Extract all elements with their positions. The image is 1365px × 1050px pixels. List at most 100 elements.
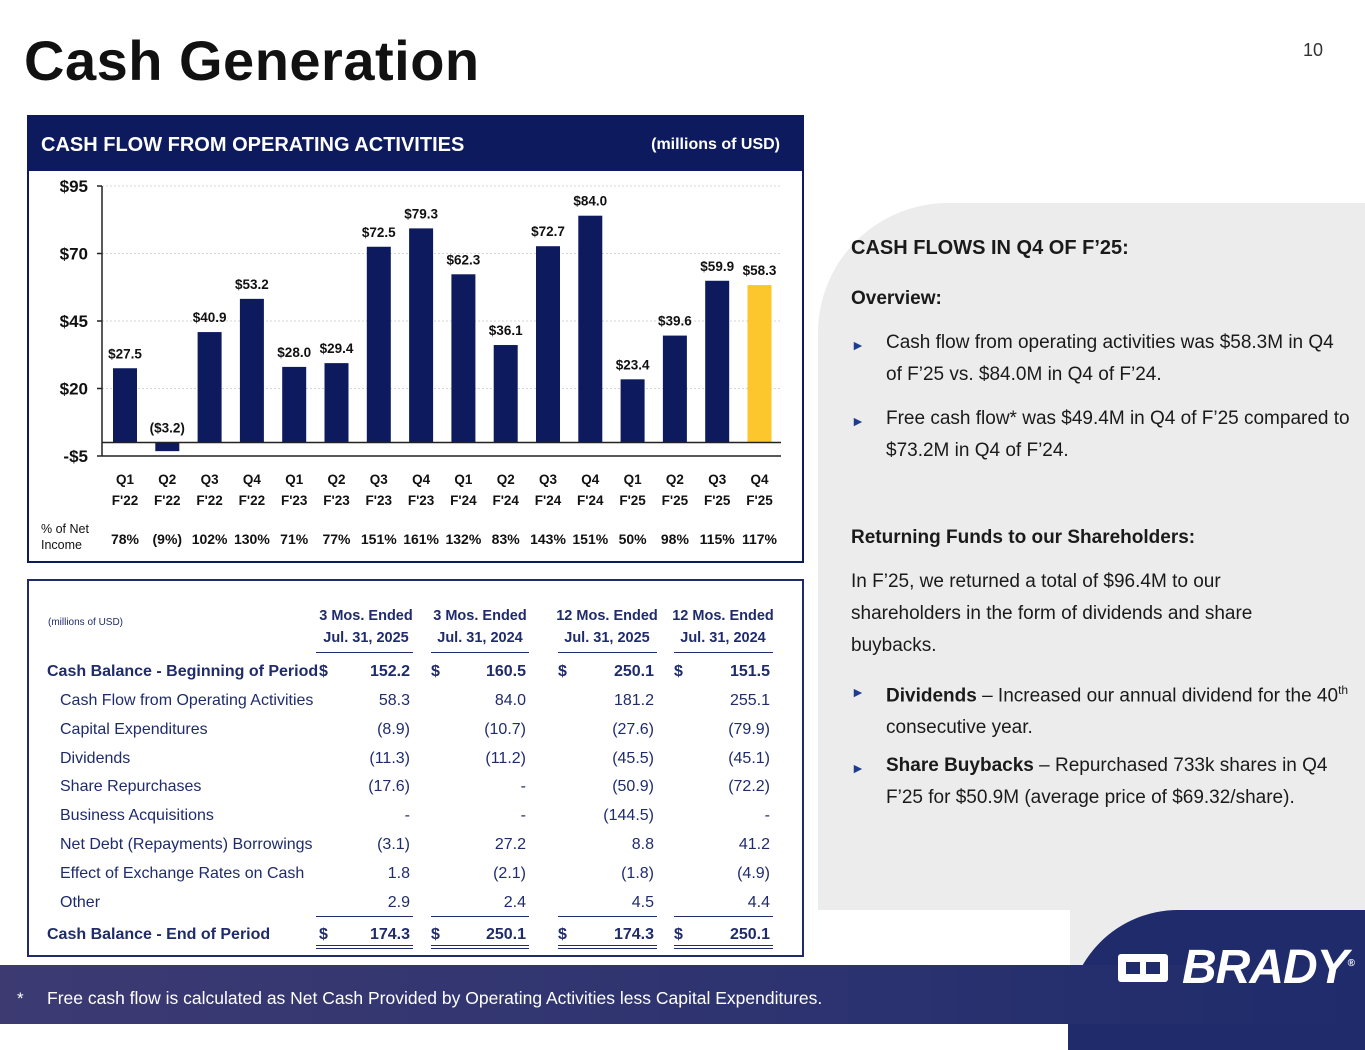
column-header: 12 Mos. Ended Jul. 31, 2025	[547, 605, 667, 649]
category-label: F'25	[662, 493, 689, 508]
table-row: Dividends (11.3) (11.2) (45.5) (45.1)	[29, 746, 802, 772]
page-number: 10	[1302, 40, 1323, 60]
y-tick-label: -$5	[63, 447, 88, 466]
chart-unit: (millions of USD)	[651, 136, 780, 153]
cell-value: -	[764, 807, 770, 825]
cell-value: (3.1)	[377, 836, 410, 853]
header-rule	[316, 652, 413, 653]
cell-value: (1.8)	[621, 864, 654, 882]
category-label: Q3	[708, 472, 727, 487]
category-label: Q2	[327, 472, 345, 487]
cell-value: 58.3	[378, 692, 410, 709]
footnote-marker: *	[17, 989, 24, 1008]
row-label: Effect of Exchange Rates on Cash	[60, 864, 305, 882]
cell-value: 84.0	[494, 692, 526, 709]
header-rule	[431, 652, 529, 653]
category-label: F'25	[704, 493, 731, 508]
bar	[493, 345, 518, 443]
cell-value: 41.2	[738, 836, 770, 853]
data-label: $28.0	[277, 345, 311, 360]
bullet-arrow-icon: ►	[851, 684, 865, 700]
category-label: F'25	[746, 493, 773, 508]
dividends-sup: th	[1338, 683, 1349, 697]
logo-registered: ®	[1347, 958, 1355, 969]
category-label: Q1	[624, 472, 643, 487]
pct-net-income-label: 161%	[403, 531, 439, 547]
row-label: Share Repurchases	[60, 778, 202, 796]
category-label: F'25	[619, 493, 646, 508]
data-label: $84.0	[573, 194, 607, 209]
bar	[324, 363, 349, 443]
category-label: F'22	[196, 493, 222, 508]
category-label: F'24	[535, 493, 562, 508]
table-row: Share Repurchases (17.6) - (50.9) (72.2)	[29, 774, 802, 800]
data-label: $39.6	[658, 314, 692, 329]
pct-net-income-label: 78%	[111, 531, 140, 547]
cell-value: (11.3)	[369, 749, 410, 767]
cell-value: 181.2	[613, 692, 654, 709]
data-label: $59.9	[700, 259, 734, 274]
column-header-line: Jul. 31, 2024	[680, 630, 766, 646]
cell-value: (8.9)	[377, 720, 410, 738]
pct-net-income-label: 102%	[192, 531, 228, 547]
y-tick-label: $20	[60, 380, 88, 399]
bar	[747, 285, 772, 443]
column-header-line: 3 Mos. Ended	[319, 608, 413, 624]
currency-symbol: $	[431, 926, 440, 943]
category-label: F'24	[450, 493, 477, 508]
total-rule	[558, 916, 657, 917]
returning-funds-text: In F’25, we returned a total of $96.4M t…	[851, 571, 1253, 656]
cash-balance-table: (millions of USD) 3 Mos. Ended Jul. 31, 2…	[27, 579, 804, 957]
cell-value: 255.1	[729, 692, 770, 709]
right-panel-background	[818, 203, 1365, 983]
logo-mark-cutout-right	[1146, 962, 1160, 974]
total-rule	[674, 916, 773, 917]
cell-value: (144.5)	[603, 807, 654, 825]
bullet-text: Cash flow from operating activities was …	[886, 332, 1334, 385]
bar	[366, 246, 391, 443]
category-label: Q1	[116, 472, 135, 487]
category-label: F'23	[408, 493, 435, 508]
category-label: Q2	[666, 472, 684, 487]
cell-value: 250.1	[613, 663, 654, 680]
data-label: $23.4	[616, 357, 650, 372]
cell-value: 151.5	[729, 663, 770, 680]
pct-net-income-label: 98%	[661, 531, 690, 547]
y-tick-label: $45	[60, 312, 88, 331]
bullet-text: Free cash flow* was $49.4M in Q4 of F’25…	[886, 408, 1350, 461]
chart-panel: CASH FLOW FROM OPERATING ACTIVITIES (mil…	[27, 115, 804, 563]
dividends-text-a: – Increased our annual dividend for the …	[976, 685, 1339, 707]
column-header-line: 12 Mos. Ended	[556, 608, 658, 624]
category-label: Q1	[285, 472, 304, 487]
cell-value: 160.5	[485, 663, 526, 680]
bullet-free-cash-flow: ► Free cash flow* was $49.4M in Q4 of F’…	[851, 403, 1351, 467]
table-row: Net Debt (Repayments) Borrowings (3.1) 27.…	[29, 832, 802, 858]
total-double-rule	[674, 945, 773, 949]
row-label: Other	[60, 893, 101, 911]
row-beginning-balance: Cash Balance - Beginning of Period $152.2…	[29, 659, 802, 685]
cell-value: (50.9)	[612, 778, 654, 796]
currency-symbol: $	[558, 926, 567, 943]
column-header-line: Jul. 31, 2025	[323, 630, 409, 646]
row-label: Cash Balance - End of Period	[47, 926, 271, 943]
bullet-operating-cash-flow: ► Cash flow from operating activities wa…	[851, 327, 1351, 391]
pct-net-income-label: 71%	[280, 531, 309, 547]
currency-symbol: $	[558, 663, 567, 680]
column-header-line: 12 Mos. Ended	[672, 608, 774, 624]
cell-value: -	[520, 778, 526, 796]
category-label: F'22	[112, 493, 138, 508]
category-label: Q1	[454, 472, 473, 487]
table-row: Effect of Exchange Rates on Cash 1.8 (2.1)…	[29, 861, 802, 887]
cell-value: (45.5)	[612, 749, 654, 767]
row-label: Capital Expenditures	[60, 720, 208, 738]
buybacks-text: – Repurchased 733k shares in Q4 F’25 for…	[886, 755, 1328, 808]
cell-value: -	[404, 807, 410, 825]
table-row: Business Acquisitions - - (144.5) -	[29, 803, 802, 829]
pct-net-income-label: 151%	[361, 531, 397, 547]
pct-net-income-label: 151%	[572, 531, 608, 547]
bar	[239, 298, 264, 443]
column-header: 3 Mos. Ended Jul. 31, 2025	[306, 605, 426, 649]
cell-value: (27.6)	[612, 720, 654, 738]
bar	[282, 366, 307, 443]
brady-logo	[1118, 954, 1168, 982]
